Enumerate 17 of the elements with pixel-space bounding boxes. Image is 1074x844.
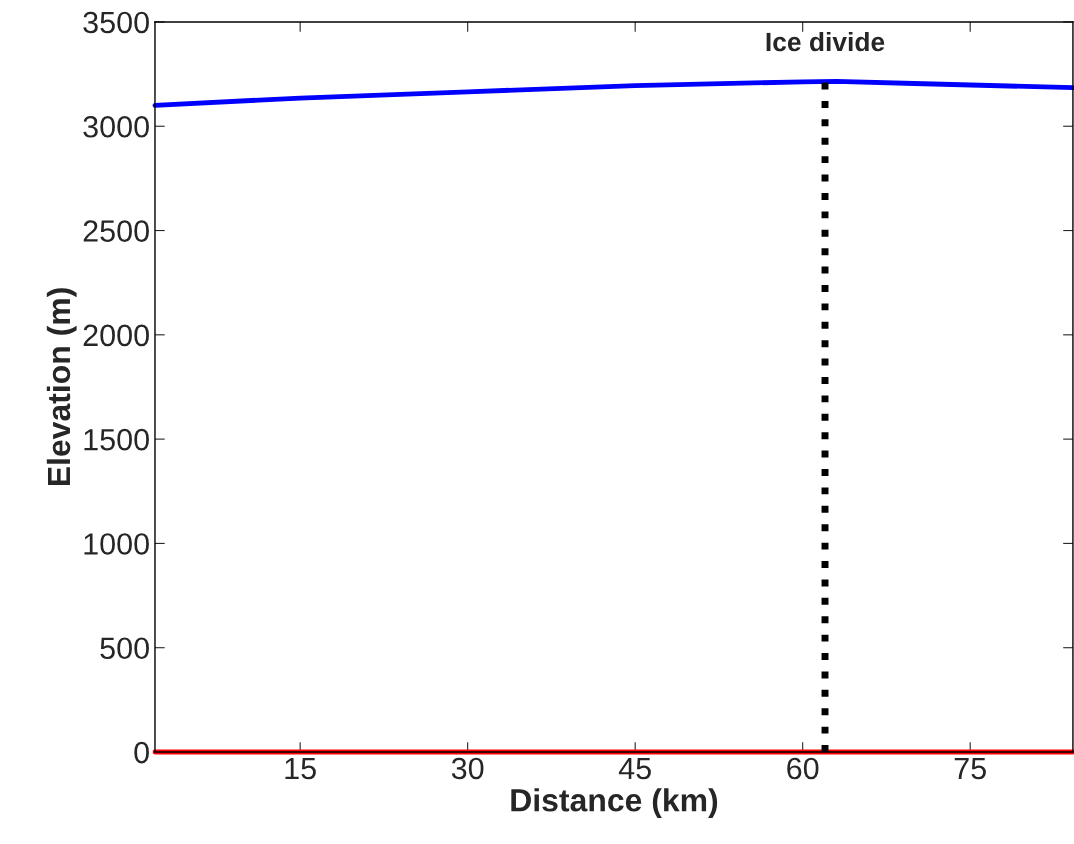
x-axis-title: Distance (km) — [511, 788, 718, 818]
x-tick-label: 75 — [954, 757, 986, 780]
y-tick-label: 1500 — [84, 428, 149, 451]
y-tick-label: 500 — [100, 637, 149, 660]
y-tick-label: 0 — [134, 741, 149, 764]
y-tick-label: 2000 — [83, 324, 149, 347]
x-tick-label: 60 — [787, 757, 819, 780]
y-tick-label: 2500 — [83, 220, 149, 242]
y-tick-label: 3500 — [83, 11, 149, 34]
line-series — [152, 78, 1074, 108]
ref-line-label: Ice divide — [766, 31, 885, 52]
y-axis-title: Elevation (m) — [46, 288, 77, 486]
y-tick-label: 3000 — [83, 115, 149, 138]
x-tick-label: 15 — [285, 757, 316, 780]
x-tick-label: 30 — [451, 757, 484, 780]
x-tick-label: 45 — [618, 757, 651, 780]
y-tick-label: 1000 — [84, 533, 149, 555]
